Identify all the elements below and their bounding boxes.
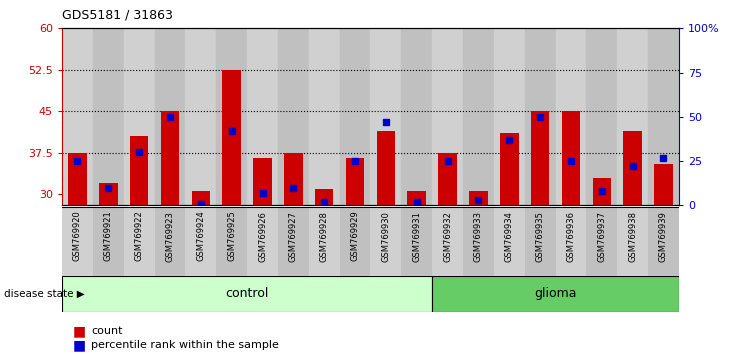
Bar [654, 164, 673, 205]
Text: GSM769933: GSM769933 [474, 211, 483, 262]
Bar [346, 158, 364, 205]
Bar [124, 28, 155, 205]
Text: GSM769926: GSM769926 [258, 211, 267, 262]
Text: control: control [226, 287, 269, 300]
Bar [618, 207, 648, 278]
Bar [371, 207, 402, 278]
Bar [93, 207, 124, 278]
Bar [278, 28, 309, 205]
Bar [494, 207, 525, 278]
Bar [155, 207, 185, 278]
Text: GSM769938: GSM769938 [628, 211, 637, 262]
Bar [185, 207, 216, 278]
Bar [561, 111, 580, 205]
Bar [309, 28, 339, 205]
Text: GSM769920: GSM769920 [73, 211, 82, 261]
Bar [463, 28, 494, 205]
Bar [339, 28, 371, 205]
Text: GSM769922: GSM769922 [134, 211, 144, 261]
Bar [618, 28, 648, 205]
Text: GSM769925: GSM769925 [227, 211, 237, 261]
Text: GSM769923: GSM769923 [166, 211, 174, 262]
Text: count: count [91, 326, 123, 336]
Text: GSM769931: GSM769931 [412, 211, 421, 262]
Bar [62, 276, 432, 312]
Bar [402, 28, 432, 205]
Text: GSM769924: GSM769924 [196, 211, 205, 261]
Bar [525, 207, 556, 278]
Bar [216, 28, 247, 205]
Bar [223, 70, 241, 205]
Text: GSM769935: GSM769935 [536, 211, 545, 262]
Text: GSM769932: GSM769932 [443, 211, 452, 262]
Bar [253, 158, 272, 205]
Text: GSM769928: GSM769928 [320, 211, 328, 262]
Bar [593, 178, 611, 205]
Bar [130, 136, 148, 205]
Bar [494, 28, 525, 205]
Text: GSM769921: GSM769921 [104, 211, 113, 261]
Bar [371, 28, 402, 205]
Text: GSM769930: GSM769930 [381, 211, 391, 262]
Bar [623, 131, 642, 205]
Bar [99, 183, 118, 205]
Text: disease state ▶: disease state ▶ [4, 289, 85, 299]
Bar [155, 28, 185, 205]
Bar [432, 276, 679, 312]
Bar [339, 207, 371, 278]
Bar [586, 207, 618, 278]
Bar [648, 28, 679, 205]
Text: GSM769934: GSM769934 [504, 211, 514, 262]
Text: ■: ■ [73, 338, 86, 352]
Bar [500, 133, 518, 205]
Bar [278, 207, 309, 278]
Bar [216, 207, 247, 278]
Bar [191, 192, 210, 205]
Bar [463, 207, 494, 278]
Text: GSM769927: GSM769927 [289, 211, 298, 262]
Bar [432, 207, 463, 278]
Bar [556, 207, 586, 278]
Bar [407, 192, 426, 205]
Bar [68, 153, 87, 205]
Bar [438, 153, 457, 205]
Bar [402, 207, 432, 278]
Text: GSM769929: GSM769929 [350, 211, 360, 261]
Text: GSM769939: GSM769939 [659, 211, 668, 262]
Bar [556, 28, 586, 205]
Bar [62, 28, 93, 205]
Bar [525, 28, 556, 205]
Bar [648, 207, 679, 278]
Bar [586, 28, 618, 205]
Bar [161, 111, 180, 205]
Bar [469, 192, 488, 205]
Bar [377, 131, 395, 205]
Text: GSM769937: GSM769937 [597, 211, 607, 262]
Bar [247, 207, 278, 278]
Bar [531, 111, 550, 205]
Text: ■: ■ [73, 324, 86, 338]
Bar [284, 153, 303, 205]
Bar [309, 207, 339, 278]
Text: GDS5181 / 31863: GDS5181 / 31863 [62, 8, 173, 21]
Bar [62, 207, 93, 278]
Bar [185, 28, 216, 205]
Text: glioma: glioma [534, 287, 577, 300]
Text: percentile rank within the sample: percentile rank within the sample [91, 340, 279, 350]
Bar [432, 28, 463, 205]
Bar [247, 28, 278, 205]
Bar [124, 207, 155, 278]
Bar [315, 189, 334, 205]
Text: GSM769936: GSM769936 [566, 211, 575, 262]
Bar [93, 28, 124, 205]
